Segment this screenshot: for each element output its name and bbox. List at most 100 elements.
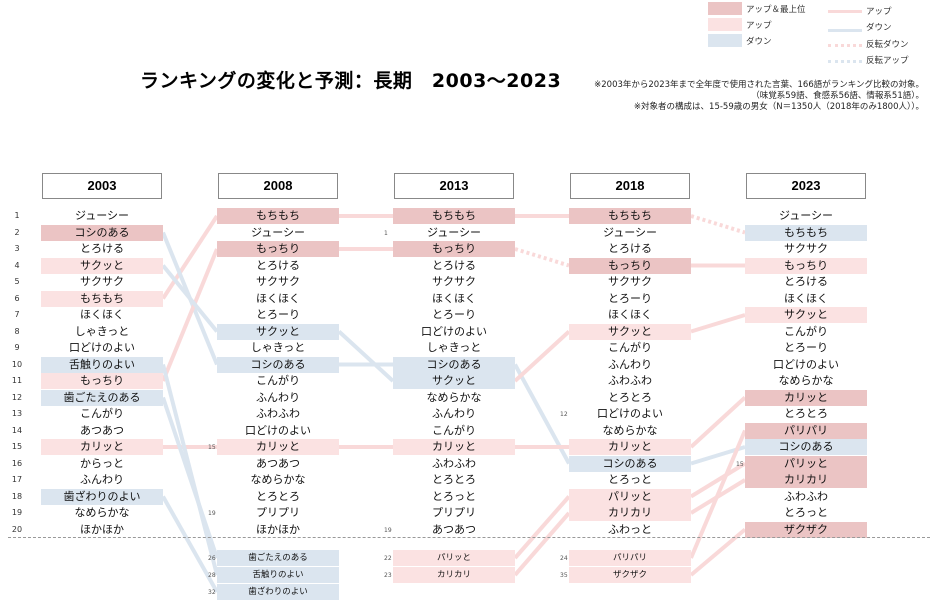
rank-cell: あつあつ: [80, 423, 124, 437]
rank-cell: 口どけのよい: [69, 341, 135, 354]
connection-line-4-0: [514, 247, 570, 268]
rank-cell: からっと: [80, 456, 124, 470]
rank-cutoff-divider: [8, 537, 930, 538]
rank-cell: カリッと: [569, 439, 691, 455]
rank-cell: なめらかな: [74, 506, 130, 519]
side-rank-number: 19: [208, 510, 216, 517]
rank-cell: とろとろ: [256, 489, 300, 503]
legend-line-label-rev-up: 反転アップ: [866, 56, 909, 66]
rank-number-14: 14: [11, 425, 23, 435]
rank-cell: こんがり: [608, 341, 652, 354]
rank-cell: カリカリ: [745, 472, 867, 488]
side-rank-number: 15: [208, 444, 216, 451]
rank-cell: 歯ざわりのよい: [41, 488, 163, 505]
rank-cell: ジューシー: [778, 209, 833, 222]
rank-cell: ふんわり: [608, 357, 652, 371]
rank-cell: 歯ごたえのある: [41, 389, 163, 406]
below-rank-cell: 歯ざわりのよい: [217, 584, 339, 600]
rank-number-1: 1: [14, 211, 20, 220]
rank-cell: コシのある: [745, 439, 867, 455]
rank-cell: とろける: [80, 242, 124, 255]
rank-cell: ふんわり: [80, 473, 124, 486]
rank-number-10: 10: [11, 359, 23, 369]
rank-cell: ザクザク: [745, 521, 867, 538]
rank-cell: もちもち: [41, 290, 163, 307]
rank-cell: サクッと: [745, 307, 867, 323]
rank-number-4: 4: [14, 260, 20, 270]
rank-cell: サクッと: [217, 323, 339, 340]
rank-number-7: 7: [14, 310, 20, 319]
connection-line-9-0: [161, 364, 219, 576]
connection-line-11-0: [161, 495, 219, 593]
rank-cell: とろける: [256, 258, 300, 272]
rank-cell: なめらかな: [602, 423, 658, 437]
rank-cell: 口どけのよい: [773, 357, 839, 371]
rank-cell: もちもち: [569, 208, 691, 224]
rank-number-18: 18: [11, 491, 23, 501]
rank-cell: とろける: [432, 258, 476, 272]
rank-cell: ジューシー: [602, 225, 657, 239]
rank-cell: こんがり: [80, 407, 124, 420]
note-line-1: ※2003年から2023年まで全年度で使用された言葉、166語がランキング比較の…: [594, 80, 924, 90]
note-line-2: （味覚系59語、食感系56語、情報系51語）。: [751, 91, 924, 101]
year-header-0: 2003: [42, 173, 162, 199]
rank-cell: カリッと: [745, 389, 867, 406]
rank-cell: ふわふわ: [784, 489, 828, 503]
legend-label-up-best: アップ＆最上位: [746, 5, 806, 15]
connection-line-7-0: [513, 330, 571, 383]
rank-cell: ほくほく: [784, 291, 828, 305]
side-rank-number: 12: [560, 411, 568, 418]
year-header-1: 2008: [218, 173, 338, 199]
rank-cell: ジューシー: [426, 225, 481, 239]
rank-cell: もっちり: [41, 373, 163, 389]
rank-cell: とろっと: [432, 489, 476, 503]
rank-number-6: 6: [14, 293, 20, 303]
rank-number-15: 15: [11, 442, 23, 451]
rank-cell: もっちり: [393, 241, 515, 257]
rank-number-2: 2: [14, 227, 20, 237]
rank-cell: サクッと: [41, 257, 163, 274]
connection-line-10-0: [161, 396, 219, 559]
rank-cell: 口どけのよい: [245, 423, 311, 437]
rank-number-20: 20: [11, 524, 23, 534]
rank-cell: サクッと: [569, 323, 691, 340]
rank-cell: サクサク: [80, 275, 124, 288]
rank-cell: カリカリ: [569, 505, 691, 521]
below-rank-number: 26: [208, 555, 216, 562]
rank-cell: もちもち: [393, 208, 515, 224]
rank-cell: コシのある: [393, 356, 515, 373]
connection-line-1-0: [690, 214, 746, 235]
rank-cell: ほくほく: [432, 291, 476, 305]
legend-line-down: [828, 29, 862, 32]
rank-cell: もっちり: [745, 257, 867, 274]
rank-cell: カリッと: [393, 439, 515, 455]
rank-cell: とろとろ: [432, 473, 476, 486]
rank-cell: こんがり: [432, 423, 476, 437]
connection-line-12-1: [689, 461, 747, 499]
rank-cell: なめらかな: [426, 390, 482, 404]
side-rank-number: 1: [384, 229, 388, 237]
legend-line-rev-up: [828, 60, 862, 63]
rank-cell: 舌触りのよい: [41, 356, 163, 373]
chart-title: ランキングの変化と予測：長期 2003〜2023: [140, 70, 562, 92]
legend-label-down: ダウン: [746, 37, 772, 47]
rank-number-12: 12: [11, 392, 23, 402]
rank-cell: ほかほか: [80, 522, 124, 536]
rank-cell: プリプリ: [432, 506, 476, 519]
rank-cell: もちもち: [745, 224, 867, 241]
below-rank-number: 22: [384, 555, 392, 562]
legend-swatch-down: [708, 34, 742, 47]
below-rank-cell: ザクザク: [569, 567, 691, 583]
rank-cell: とろーり: [608, 291, 652, 305]
rank-cell: 口どけのよい: [597, 407, 663, 420]
rank-cell: もちもち: [217, 208, 339, 224]
rank-cell: ほくほく: [80, 308, 124, 321]
rank-cell: とろーり: [256, 308, 300, 321]
year-header-3: 2018: [570, 173, 690, 199]
rank-cell: とろーり: [432, 308, 476, 321]
rank-cell: ふわふわ: [432, 456, 476, 470]
rank-cell: ジューシー: [250, 225, 305, 239]
note-line-3: ※対象者の構成は、15-59歳の男女（N＝1350人（2018年のみ1800人）…: [633, 102, 924, 112]
rank-cell: ふわふわ: [608, 374, 652, 387]
